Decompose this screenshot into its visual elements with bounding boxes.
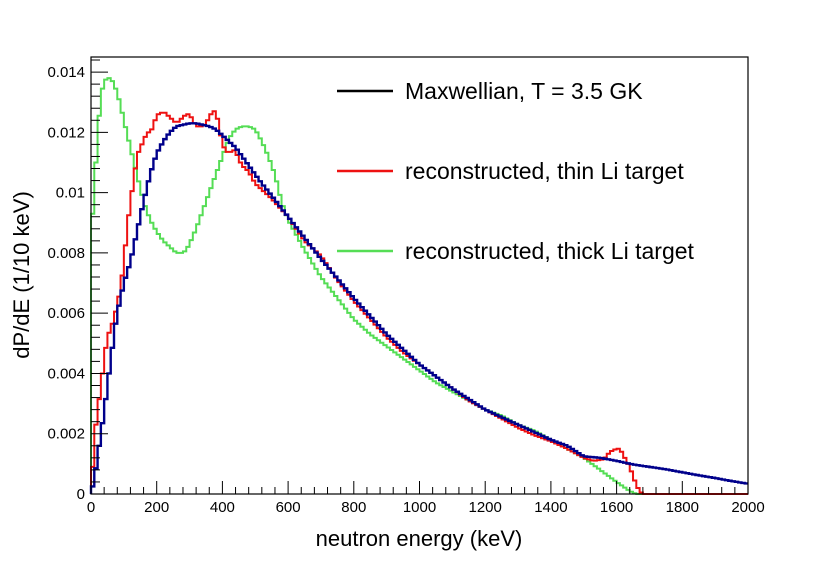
- x-tick-label: 1800: [666, 499, 699, 516]
- x-tick-label: 200: [144, 499, 169, 516]
- y-tick-label: 0.008: [47, 245, 85, 262]
- y-tick-label: 0.002: [47, 426, 85, 443]
- y-tick-label: 0.01: [56, 185, 85, 202]
- x-tick-label: 0: [87, 499, 95, 516]
- y-axis-title: dP/dE (1/10 keV): [9, 191, 34, 359]
- legend-label-thin-target: reconstructed, thin Li target: [405, 158, 684, 184]
- x-tick-label: 1000: [403, 499, 436, 516]
- y-tick-label: 0.012: [47, 124, 85, 141]
- x-tick-label: 400: [210, 499, 235, 516]
- legend-label-thick-target: reconstructed, thick Li target: [405, 238, 695, 264]
- x-tick-label: 600: [276, 499, 301, 516]
- y-tick-label: 0: [77, 486, 85, 503]
- series-line-maxwellian-t-3-5-gk: [89, 122, 748, 494]
- axes: 0 200 400 600 800 1000 1200 1400 1600 1800 2000 0 0.…: [47, 59, 765, 516]
- x-tick-label: 1400: [534, 499, 567, 516]
- y-tick-label: 0.006: [47, 305, 85, 322]
- plot-curves: [89, 77, 748, 495]
- x-axis-title: neutron energy (keV): [316, 526, 523, 551]
- x-tick-label: 1600: [600, 499, 633, 516]
- y-tick-label: 0.004: [47, 365, 85, 382]
- x-tick-label: 1200: [469, 499, 502, 516]
- x-tick-label: 800: [341, 499, 366, 516]
- legend: Maxwellian, T = 3.5 GK reconstructed, th…: [337, 78, 695, 264]
- y-tick-label: 0.014: [47, 64, 85, 81]
- legend-label-maxwellian: Maxwellian, T = 3.5 GK: [405, 78, 643, 104]
- series-line-reconstructed-thick-li-target: [90, 77, 748, 495]
- x-tick-label: 2000: [731, 499, 764, 516]
